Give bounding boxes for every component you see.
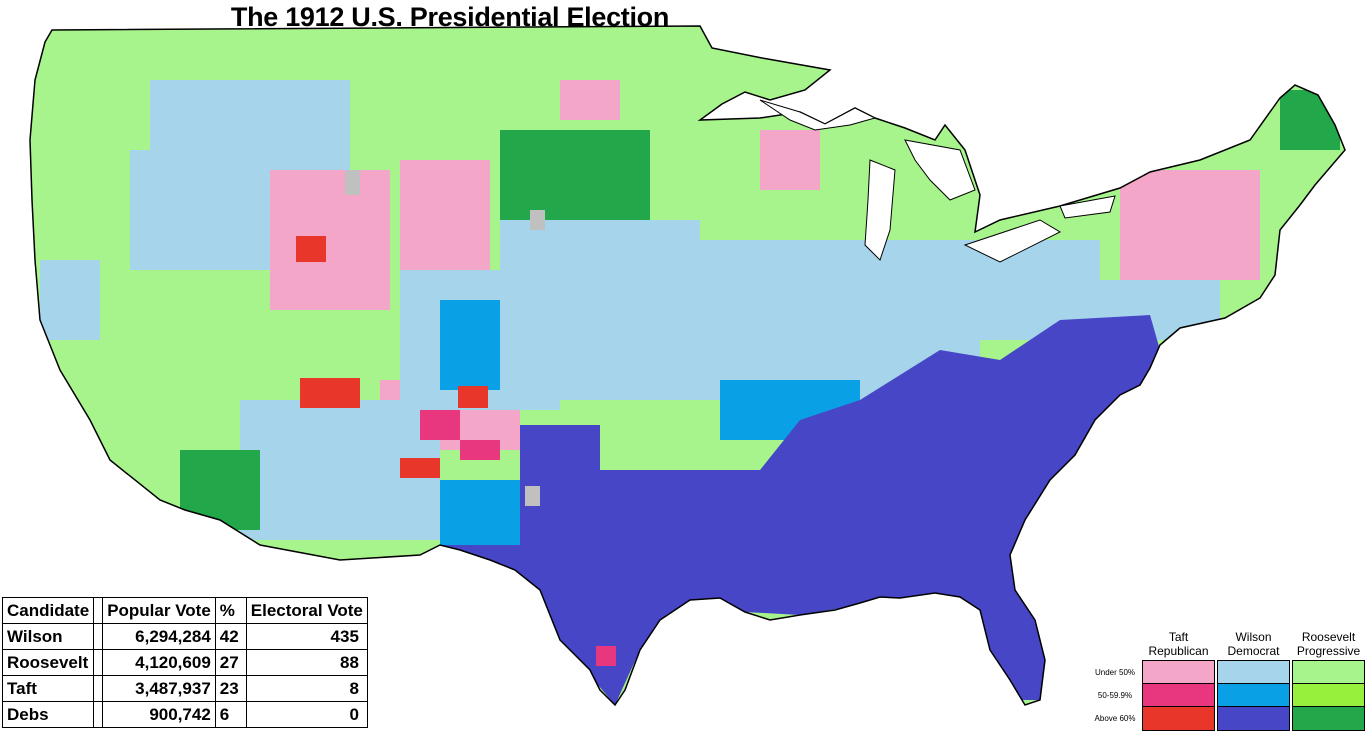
lake-ontario: [1059, 195, 1116, 219]
legend-header-wilson: Wilson Democrat: [1227, 630, 1280, 658]
candidate-name: Roosevelt: [1, 649, 95, 676]
popular-vote: 4,120,609: [102, 649, 216, 676]
legend-row-label: Under 50%: [1094, 668, 1136, 677]
legend-row-label: Above 60%: [1094, 714, 1136, 723]
popular-vote: 6,294,284: [102, 623, 216, 650]
results-table: Candidate Popular Vote % Electoral Vote …: [1, 597, 368, 728]
header-percent: %: [214, 597, 247, 624]
vote-percent: 42: [214, 623, 247, 650]
vote-percent: 6: [214, 701, 247, 728]
legend-row-under-50: Under 50%: [1088, 660, 1365, 685]
popular-vote: 900,742: [102, 701, 216, 728]
table-row: Roosevelt 4,120,609 27 88: [1, 649, 368, 676]
table-row: Wilson 6,294,284 42 435: [1, 623, 368, 650]
legend-swatch-wilson-above-60: [1217, 706, 1290, 731]
table-row: Debs 900,742 6 0: [1, 701, 368, 728]
lake-huron: [904, 139, 976, 201]
table-row: Taft 3,487,937 23 8: [1, 675, 368, 702]
candidate-name: Taft: [1, 675, 95, 702]
legend-header-roosevelt: Roosevelt Progressive: [1296, 630, 1361, 658]
header-candidate: Candidate: [1, 597, 95, 624]
lake-michigan: [864, 159, 896, 261]
electoral-vote: 88: [245, 649, 368, 676]
lake-erie: [963, 219, 1062, 263]
legend-swatch-roosevelt-under-50: [1292, 660, 1365, 685]
legend-swatch-roosevelt-50-59: [1292, 683, 1365, 708]
lake-superior: [759, 99, 877, 131]
header-popular-vote: Popular Vote: [102, 597, 216, 624]
map-legend: Taft Republican Wilson Democrat Roosevel…: [1088, 630, 1365, 731]
electoral-vote: 8: [245, 675, 368, 702]
electoral-vote: 435: [245, 623, 368, 650]
candidate-name: Debs: [1, 701, 95, 728]
legend-swatch-taft-above-60: [1142, 706, 1215, 731]
legend-swatch-roosevelt-above-60: [1292, 706, 1365, 731]
popular-vote: 3,487,937: [102, 675, 216, 702]
legend-swatch-wilson-50-59: [1217, 683, 1290, 708]
legend-swatch-taft-50-59: [1142, 683, 1215, 708]
legend-header-taft: Taft Republican: [1148, 630, 1209, 658]
legend-row-50-59: 50-59.9%: [1088, 683, 1365, 708]
legend-row-label: 50-59.9%: [1097, 691, 1133, 700]
legend-row-above-60: Above 60%: [1088, 706, 1365, 731]
header-electoral-vote: Electoral Vote: [245, 597, 368, 624]
legend-swatch-wilson-under-50: [1217, 660, 1290, 685]
legend-swatch-taft-under-50: [1142, 660, 1215, 685]
results-header-row: Candidate Popular Vote % Electoral Vote: [1, 597, 368, 624]
vote-percent: 23: [214, 675, 247, 702]
vote-percent: 27: [214, 649, 247, 676]
electoral-vote: 0: [245, 701, 368, 728]
candidate-name: Wilson: [1, 623, 95, 650]
